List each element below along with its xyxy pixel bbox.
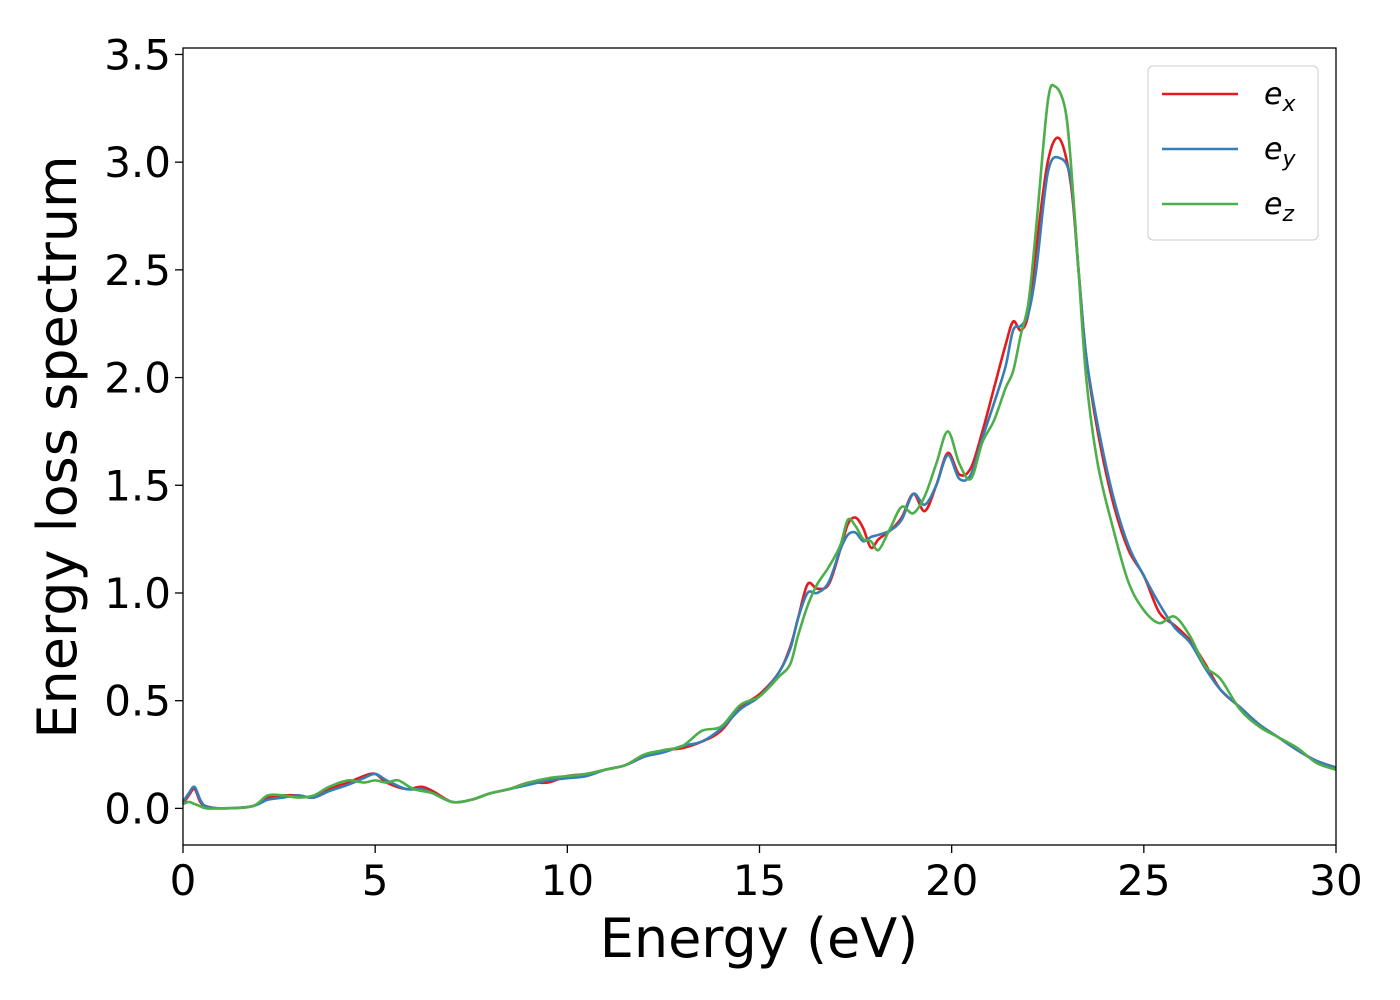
legend-label-base: e bbox=[1264, 77, 1282, 112]
x-tick-label: 10 bbox=[541, 856, 594, 905]
x-axis: 0 5 10 15 20 25 30 bbox=[170, 845, 1363, 905]
legend-label-base: e bbox=[1264, 132, 1282, 167]
y-tick-label: 2.0 bbox=[104, 354, 171, 403]
x-tick-label: 25 bbox=[1117, 856, 1170, 905]
y-axis: 0.0 0.5 1.0 1.5 2.0 2.5 3.0 3.5 bbox=[104, 30, 183, 833]
legend-box bbox=[1147, 65, 1319, 241]
y-tick-label: 3.0 bbox=[104, 138, 171, 187]
legend-label-subscript: x bbox=[1281, 92, 1296, 117]
y-tick-label: 3.5 bbox=[104, 30, 171, 79]
x-axis-label: Energy (eV) bbox=[600, 907, 919, 970]
legend-label-subscript: y bbox=[1281, 147, 1296, 172]
legend-label-subscript: z bbox=[1281, 202, 1294, 227]
x-tick-label: 20 bbox=[925, 856, 978, 905]
legend-label-ey: ey bbox=[1264, 132, 1296, 172]
series-line-ez bbox=[182, 83, 1337, 810]
y-axis-label: Energy loss spectrum bbox=[26, 155, 89, 738]
y-tick-label: 1.0 bbox=[104, 569, 171, 618]
series-line-ey bbox=[181, 155, 1337, 810]
y-tick-label: 1.5 bbox=[104, 461, 171, 510]
y-tick-label: 2.5 bbox=[104, 246, 171, 295]
legend-label-base: e bbox=[1264, 187, 1282, 222]
series-lines bbox=[181, 83, 1337, 810]
legend-label-ex: ex bbox=[1264, 77, 1296, 117]
x-tick-label: 5 bbox=[362, 856, 389, 905]
legend-label-ez: ez bbox=[1264, 187, 1294, 227]
y-tick-label: 0.0 bbox=[104, 784, 171, 833]
x-tick-label: 15 bbox=[733, 856, 786, 905]
y-tick-label: 0.5 bbox=[104, 677, 171, 726]
x-tick-label: 30 bbox=[1309, 856, 1362, 905]
x-tick-label: 0 bbox=[170, 856, 197, 905]
